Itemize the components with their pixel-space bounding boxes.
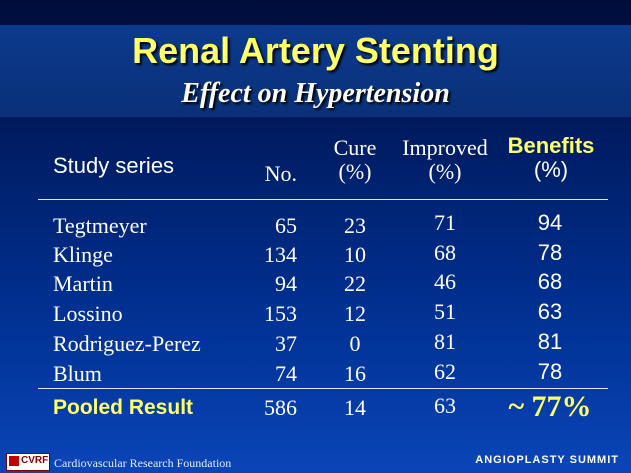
pooled-result-label: Pooled Result	[53, 396, 194, 419]
row-improved: 51	[434, 299, 456, 324]
row-cure: 23	[344, 213, 366, 238]
row-cure: 0	[349, 331, 361, 356]
row-benefits: 78	[537, 240, 563, 265]
header-study-series: Study series	[53, 153, 175, 178]
row-no: 74	[275, 361, 297, 386]
slide-subtitle: Effect on Hypertension	[181, 78, 450, 109]
pooled-divider	[38, 388, 608, 389]
row-cure: 10	[344, 242, 366, 267]
row-benefits: 81	[537, 329, 563, 354]
cvrf-logo-text: CVRF	[21, 455, 49, 466]
header-divider	[38, 199, 608, 200]
row-benefits: 68	[537, 269, 563, 294]
row-name: Rodriguez-Perez	[53, 331, 201, 356]
row-name: Lossino	[53, 301, 123, 326]
header-improved-label: Improved	[402, 135, 488, 160]
header-cure-label: Cure	[333, 135, 377, 160]
header-number: No.	[264, 161, 297, 186]
footer-event: ANGIOPLASTY SUMMIT	[475, 454, 619, 466]
header-benefits: Benefits (%)	[495, 134, 607, 182]
row-improved: 71	[434, 210, 456, 235]
row-cure: 12	[344, 301, 366, 326]
row-no: 153	[264, 301, 297, 326]
pooled-improved: 63	[434, 393, 456, 418]
header-benefits-unit: (%)	[533, 157, 569, 182]
header-cure-unit: (%)	[338, 159, 372, 184]
row-no: 134	[264, 242, 297, 267]
row-improved: 62	[434, 359, 456, 384]
row-improved: 81	[434, 329, 456, 354]
row-no: 94	[275, 271, 297, 296]
row-benefits: 63	[537, 299, 563, 324]
row-benefits: 94	[537, 210, 563, 235]
row-name: Klinge	[53, 242, 113, 267]
pooled-cure: 14	[344, 395, 366, 420]
pooled-no: 586	[264, 395, 297, 420]
header-improved: Improved (%)	[395, 136, 495, 184]
row-name: Tegtmeyer	[53, 213, 147, 238]
row-improved: 68	[434, 240, 456, 265]
row-cure: 22	[344, 271, 366, 296]
row-cure: 16	[344, 361, 366, 386]
header-improved-unit: (%)	[428, 159, 462, 184]
title-band	[0, 25, 631, 117]
row-benefits: 78	[537, 359, 563, 384]
cvrf-logo: CVRF	[6, 453, 50, 471]
row-no: 37	[275, 331, 297, 356]
footer-organization: Cardiovascular Research Foundation	[54, 456, 232, 470]
row-no: 65	[275, 213, 297, 238]
cvrf-logo-mark-icon	[9, 456, 19, 466]
row-name: Blum	[53, 361, 102, 386]
header-cure: Cure (%)	[325, 136, 385, 184]
header-benefits-label: Benefits	[507, 133, 595, 158]
row-name: Martin	[53, 271, 113, 296]
pooled-benefits: ~ 77%	[508, 390, 592, 423]
row-improved: 46	[434, 269, 456, 294]
slide-title: Renal Artery Stenting	[132, 30, 499, 71]
